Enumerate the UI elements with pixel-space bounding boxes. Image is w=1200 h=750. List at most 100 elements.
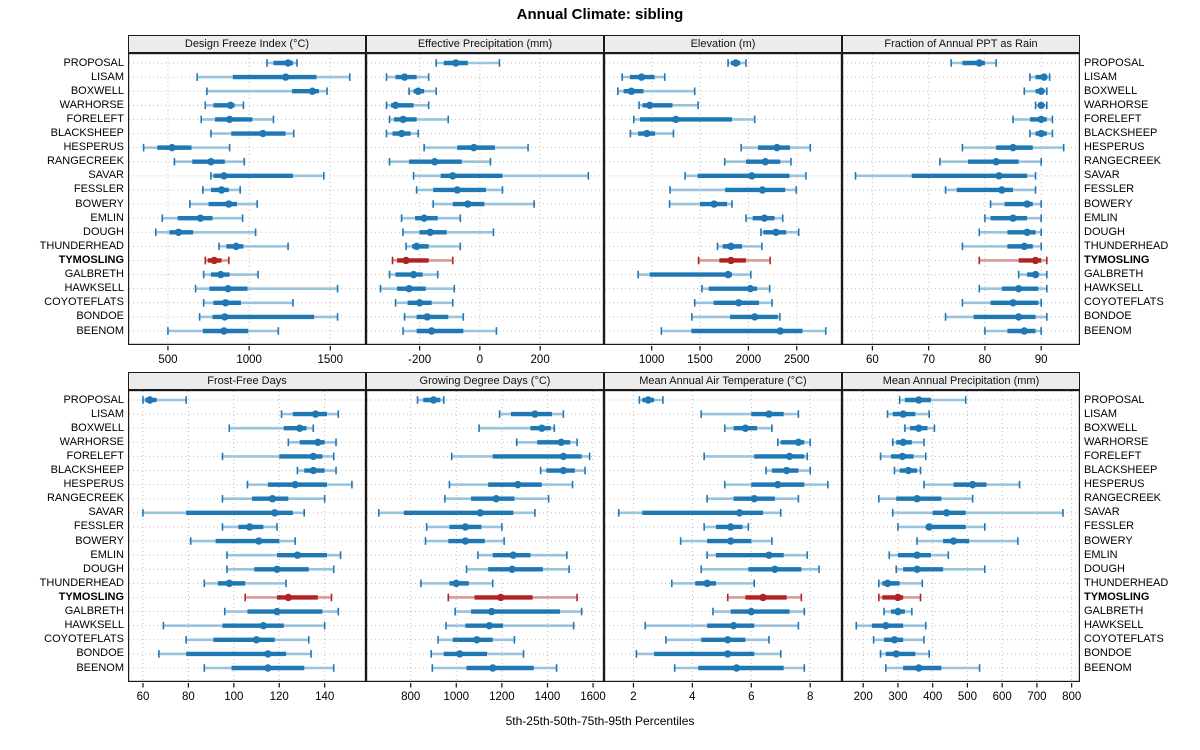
x-axis-mean-annual-precipitation-mm: 200 300 400 500 600 700 800 [854, 683, 1081, 703]
site-label-emlin: EMLIN [1084, 548, 1118, 561]
percentile-row-fessler [843, 186, 1079, 194]
site-label-lisam: LISAM [90, 407, 124, 420]
site-label-savar: SAVAR [1084, 506, 1120, 519]
x-tick-label: 700 [1027, 691, 1046, 703]
percentile-row-fessler [605, 523, 841, 531]
percentile-row-thunderhead [367, 242, 603, 251]
percentile-row-fessler [367, 523, 603, 531]
percentile-row-bondoe [605, 650, 841, 658]
panel-effective-precipitation-mm [366, 53, 604, 345]
percentile-row-warhorse [843, 101, 1079, 110]
site-label-rangecreek: RANGECREEK [1084, 155, 1162, 168]
site-label-hawksell: HAWKSELL [1084, 619, 1144, 632]
percentile-row-savar [605, 509, 841, 517]
percentile-row-proposal [605, 396, 841, 404]
x-tick-label: 1500 [317, 354, 343, 366]
percentile-row-thunderhead [605, 242, 841, 251]
percentile-row-rangecreek [605, 157, 841, 166]
percentile-row-savar [843, 172, 1079, 180]
percentile-row-thunderhead [843, 242, 1079, 251]
percentile-row-bowery [843, 200, 1079, 208]
percentile-row-coyoteflats [129, 635, 365, 644]
percentile-row-blacksheep [367, 466, 603, 475]
right-site-label-column: PROPOSAL LISAM BOXWELL WARHORSE FORELEFT BLAC… [1084, 53, 1196, 345]
site-label-dough: DOUGH [1084, 562, 1125, 575]
site-label-hesperus: HESPERUS [1084, 141, 1145, 154]
site-label-boxwell: BOXWELL [70, 421, 124, 434]
site-label-rangecreek: RANGECREEK [1084, 492, 1162, 505]
site-label-tymosling: TYMOSLING [1084, 590, 1150, 603]
site-label-beenom: BEENOM [76, 661, 124, 674]
percentile-row-bondoe [367, 650, 603, 658]
percentile-row-boxwell [843, 424, 1079, 433]
percentile-row-coyoteflats [605, 635, 841, 644]
site-label-proposal: PROPOSAL [63, 393, 124, 406]
percentile-row-bowery [129, 200, 365, 208]
x-tick-label: 1000 [236, 354, 262, 366]
percentile-row-tymosling [367, 593, 603, 602]
percentile-row-hesperus [129, 143, 365, 152]
percentile-row-hawksell [129, 284, 365, 293]
percentile-row-galbreth [843, 607, 1079, 616]
panel-header-effective-precipitation: Effective Precipitation (mm) [366, 35, 604, 53]
site-label-thunderhead: THUNDERHEAD [39, 239, 124, 252]
percentile-row-warhorse [367, 101, 603, 110]
percentile-row-bondoe [129, 650, 365, 658]
panel-header-mean-annual-precip: Mean Annual Precipitation (mm) [842, 372, 1080, 390]
percentile-row-rangecreek [129, 494, 365, 503]
site-label-thunderhead: THUNDERHEAD [1084, 239, 1169, 252]
percentile-row-thunderhead [843, 579, 1079, 588]
x-axis-design-freeze-index-c: 500 1000 1500 [158, 346, 343, 366]
site-label-thunderhead: THUNDERHEAD [39, 576, 124, 589]
percentile-row-emlin [843, 551, 1079, 559]
site-label-blacksheep: BLACKSHEEP [1084, 127, 1158, 140]
percentile-row-proposal [843, 396, 1079, 404]
site-label-galbreth: GALBRETH [1084, 605, 1144, 618]
percentile-row-warhorse [605, 438, 841, 447]
percentile-row-bondoe [605, 313, 841, 321]
site-label-coyoteflats: COYOTEFLATS [1084, 633, 1164, 646]
percentile-row-hawksell [129, 621, 365, 630]
site-label-emlin: EMLIN [90, 211, 124, 224]
site-label-foreleft: FORELEFT [1084, 449, 1142, 462]
site-label-bowery: BOWERY [75, 534, 124, 547]
percentile-row-galbreth [843, 270, 1079, 279]
x-tick-label: 1600 [580, 691, 606, 703]
site-label-boxwell: BOXWELL [70, 84, 124, 97]
percentile-row-hawksell [843, 621, 1079, 630]
percentile-row-savar [843, 509, 1079, 517]
percentile-row-warhorse [129, 101, 365, 110]
percentile-row-beenom [605, 664, 841, 672]
percentile-row-bondoe [367, 313, 603, 321]
percentile-row-bondoe [129, 313, 365, 321]
percentile-row-lisam [367, 73, 603, 81]
percentile-row-thunderhead [129, 579, 365, 588]
percentile-row-hawksell [605, 284, 841, 293]
panel-header-mean-annual-air-temp: Mean Annual Air Temperature (°C) [604, 372, 842, 390]
x-tick-label: 1400 [535, 691, 561, 703]
percentile-row-foreleft [367, 452, 603, 461]
percentile-row-emlin [129, 551, 365, 559]
site-label-warhorse: WARHORSE [1084, 435, 1149, 448]
percentile-row-coyoteflats [367, 298, 603, 307]
percentile-row-beenom [129, 664, 365, 672]
site-label-blacksheep: BLACKSHEEP [50, 464, 124, 477]
percentile-row-bowery [367, 537, 603, 545]
percentile-row-galbreth [129, 270, 365, 279]
site-label-hawksell: HAWKSELL [64, 619, 124, 632]
site-label-boxwell: BOXWELL [1084, 84, 1138, 97]
panel-fraction-of-annual-ppt-as-rain [842, 53, 1080, 345]
percentile-row-beenom [367, 327, 603, 335]
percentile-row-thunderhead [367, 579, 603, 588]
percentile-row-tymosling [843, 256, 1079, 265]
site-label-fessler: FESSLER [73, 183, 124, 196]
percentile-row-fessler [129, 523, 365, 531]
percentile-row-rangecreek [843, 157, 1079, 166]
percentile-row-lisam [843, 73, 1079, 81]
percentile-row-coyoteflats [129, 298, 365, 307]
site-label-warhorse: WARHORSE [59, 435, 124, 448]
percentile-row-rangecreek [605, 494, 841, 503]
percentile-row-proposal [129, 396, 365, 404]
x-tick-label: 1500 [687, 354, 713, 366]
